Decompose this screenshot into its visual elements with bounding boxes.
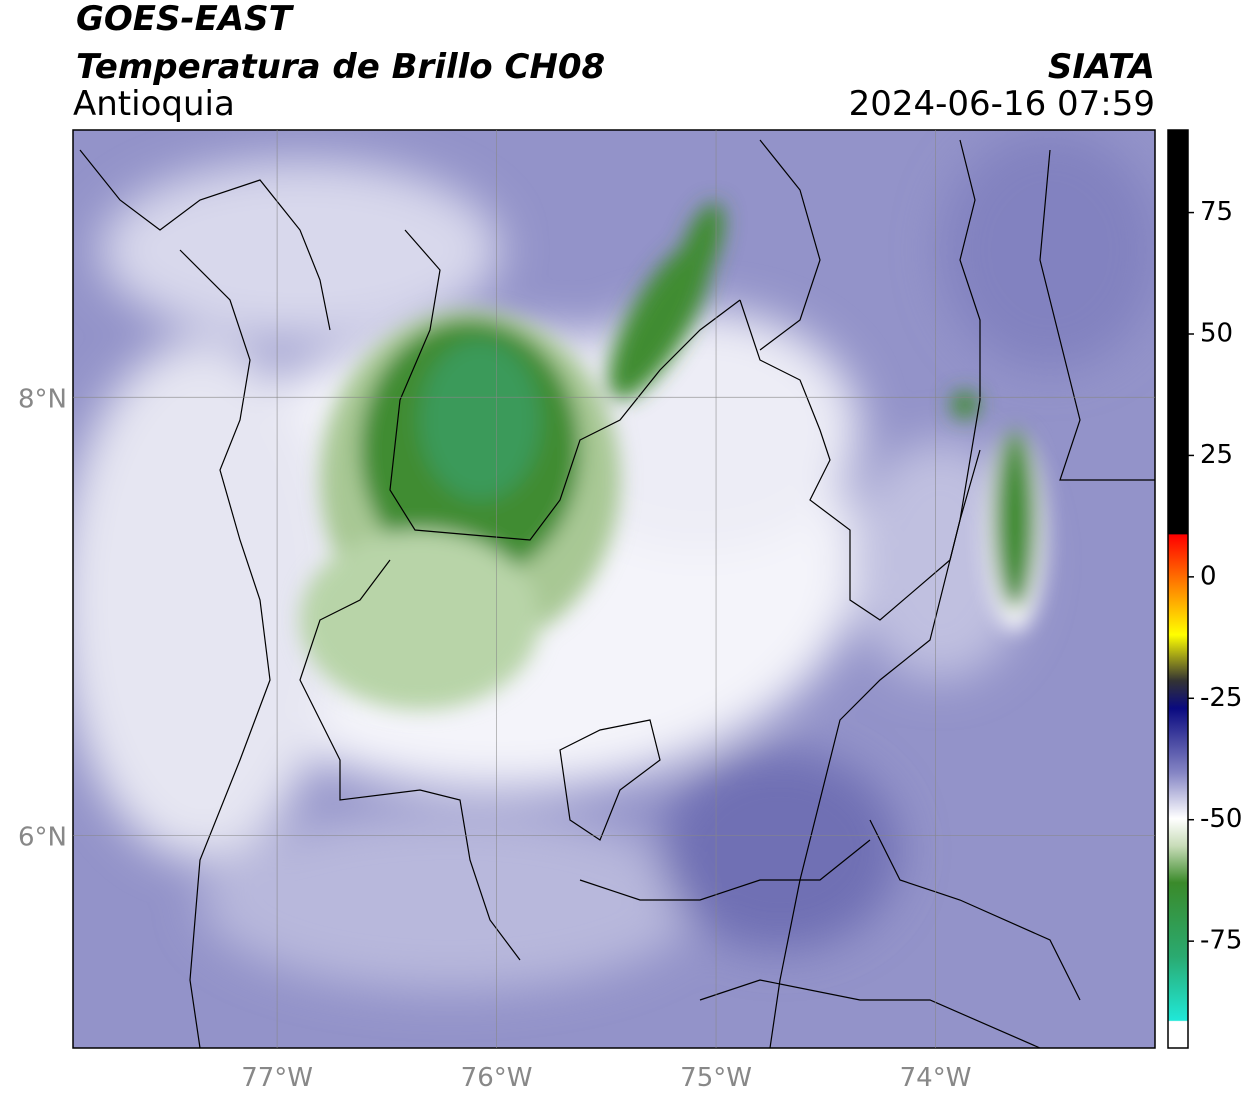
source: SIATA [1048, 47, 1155, 87]
colorbar-tick-label: 25 [1200, 440, 1233, 470]
colorbar [1167, 129, 1189, 1049]
y-tick-label: 8°N [18, 384, 67, 414]
colorbar-tick-label: -75 [1200, 926, 1242, 956]
x-tick-label: 74°W [900, 1063, 972, 1093]
map-image [73, 130, 1155, 1048]
title: GOES-EAST [76, 0, 295, 39]
colorbar-tick-label: 75 [1200, 197, 1233, 227]
region: Antioquia [73, 84, 235, 124]
colorbar-tick-label: 0 [1200, 561, 1217, 591]
subtitle: Temperatura de Brillo CH08 [76, 47, 605, 87]
colorbar-tick-label: -25 [1200, 683, 1242, 713]
colorbar-tick-label: -50 [1200, 804, 1242, 834]
x-tick-label: 76°W [461, 1063, 533, 1093]
x-tick-label: 75°W [680, 1063, 752, 1093]
colorbar-tick-label: 50 [1200, 319, 1233, 349]
y-tick-label: 6°N [18, 822, 67, 852]
timestamp: 2024-06-16 07:59 [849, 84, 1155, 124]
x-tick-label: 77°W [241, 1063, 313, 1093]
map-frame [72, 129, 1156, 1049]
